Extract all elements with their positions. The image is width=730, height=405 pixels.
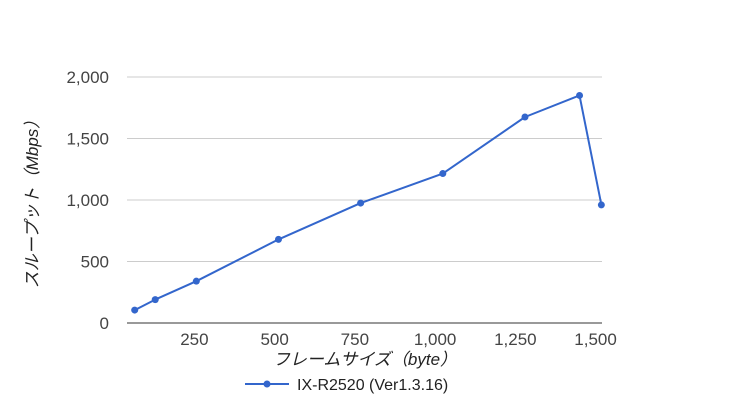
series-line	[134, 94, 603, 311]
data-point	[357, 199, 365, 207]
y-axis-title: スループット（Mbps）	[23, 112, 42, 289]
data-point	[274, 235, 282, 243]
x-tick-label: 1,250	[494, 330, 537, 349]
x-tick-label: 1,000	[414, 330, 457, 349]
data-point	[576, 91, 584, 99]
legend[interactable]: IX-R2520 (Ver1.3.16)	[245, 377, 448, 394]
data-point	[521, 113, 529, 121]
y-tick-label: 1,000	[66, 191, 109, 210]
legend-label: IX-R2520 (Ver1.3.16)	[297, 377, 448, 394]
y-axis-ticks: 0 500 1,000 1,500 2,000	[66, 68, 109, 333]
y-tick-label: 500	[81, 253, 109, 272]
x-tick-label: 1,500	[574, 330, 617, 349]
y-tick-label: 1,500	[66, 130, 109, 149]
data-point	[439, 170, 447, 178]
x-tick-label: 250	[180, 330, 208, 349]
y-tick-label: 0	[100, 314, 109, 333]
data-point	[597, 201, 605, 209]
data-point	[192, 277, 200, 285]
x-tick-label: 500	[260, 330, 288, 349]
series-layer	[131, 91, 605, 314]
data-point	[151, 296, 159, 304]
legend-marker	[263, 380, 271, 388]
y-tick-label: 2,000	[66, 68, 109, 87]
data-point	[131, 306, 139, 314]
gridlines	[127, 76, 602, 262]
x-tick-label: 750	[341, 330, 369, 349]
x-axis-ticks: 250 500 750 1,000 1,250 1,500	[180, 330, 617, 349]
x-axis-title: フレームサイズ（byte）	[273, 350, 457, 369]
